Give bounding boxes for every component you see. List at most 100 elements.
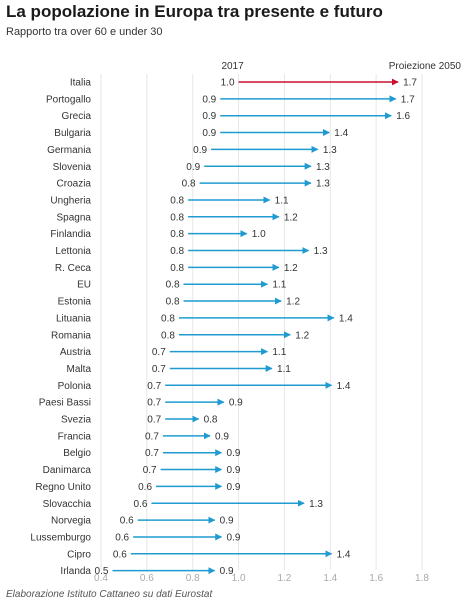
country-label: Regno Unito [35,482,91,493]
end-value-label: 0.9 [227,482,241,493]
country-label: Croazia [57,179,92,190]
row-croazia: Croazia 0.8 1.3 [57,179,331,190]
country-label: Polonia [58,381,92,392]
x-tick-label: 1.8 [415,573,429,584]
country-label: Estonia [58,297,92,308]
end-value-label: 0.9 [215,431,229,442]
chart-subtitle: Rapporto tra over 60 e under 30 [6,26,163,38]
end-value-label: 0.9 [220,516,234,527]
start-value-label: 0.8 [161,330,175,341]
row-belgio: Belgio 0.7 0.9 [63,448,241,459]
start-value-label: 0.8 [166,297,180,308]
start-value-label: 0.9 [202,128,216,139]
row-ungheria: Ungheria 0.8 1.1 [50,195,289,206]
country-label: Francia [58,431,92,442]
series-label-start: 2017 [221,61,244,72]
chart-rows: Italia 1.0 1.7 Portogallo 0.9 1.7 Grecia 0.9 1.6… [30,78,417,578]
start-value-label: 0.7 [147,381,161,392]
series-label-end: Proiezione 2050 [389,61,462,72]
start-value-label: 0.6 [115,532,129,543]
start-value-label: 0.8 [170,263,184,274]
end-value-label: 1.1 [277,364,291,375]
country-label: Slovacchia [43,499,92,510]
row-lituania: Lituania 0.8 1.4 [56,313,353,324]
x-tick-label: 1.4 [323,573,337,584]
row-spagna: Spagna 0.8 1.2 [57,212,299,223]
end-value-label: 1.1 [272,347,286,358]
row-slovenia: Slovenia 0.9 1.3 [53,162,331,173]
country-label: Bulgaria [54,128,91,139]
end-value-label: 1.3 [309,499,323,510]
row-austria: Austria 0.7 1.1 [60,347,287,358]
row-francia: Francia 0.7 0.9 [58,431,230,442]
country-label: Lettonia [55,246,91,257]
end-value-label: 1.1 [272,280,286,291]
start-value-label: 0.6 [134,499,148,510]
start-value-label: 0.8 [170,229,184,240]
start-value-label: 0.8 [166,280,180,291]
country-label: Germania [47,145,91,156]
country-label: Norvegia [51,516,91,527]
start-value-label: 0.7 [145,431,159,442]
country-label: Finlandia [50,229,91,240]
end-value-label: 1.4 [334,128,348,139]
start-value-label: 0.9 [186,162,200,173]
end-value-label: 1.3 [316,179,330,190]
country-label: Spagna [57,212,92,223]
country-label: Cipro [67,549,91,560]
x-tick-label: 0.8 [186,573,200,584]
chart-title: La popolazione in Europa tra presente e … [6,2,383,21]
row-grecia: Grecia 0.9 1.6 [62,111,411,122]
country-label: R. Ceca [55,263,92,274]
x-tick-label: 1.6 [369,573,383,584]
end-value-label: 0.9 [220,566,234,577]
country-label: EU [77,280,91,291]
start-value-label: 0.9 [202,94,216,105]
end-value-label: 1.0 [252,229,266,240]
gridlines [100,74,423,570]
row-paesi-bassi: Paesi Bassi 0.7 0.9 [39,398,243,409]
row-italia: Italia 1.0 1.7 [70,78,418,89]
end-value-label: 1.4 [339,313,353,324]
country-label: Austria [60,347,92,358]
row-romania: Romania 0.8 1.2 [51,330,310,341]
end-value-label: 1.2 [295,330,309,341]
row-regno-unito: Regno Unito 0.6 0.9 [35,482,240,493]
row-estonia: Estonia 0.8 1.2 [58,297,301,308]
country-label: Paesi Bassi [39,398,91,409]
country-label: Ungheria [50,195,91,206]
row-eu: EU 0.8 1.1 [77,280,287,291]
end-value-label: 1.3 [323,145,337,156]
end-value-label: 1.6 [396,111,410,122]
end-value-label: 0.8 [204,415,218,426]
country-label: Slovenia [53,162,92,173]
start-value-label: 0.8 [170,212,184,223]
end-value-label: 1.3 [316,162,330,173]
country-label: Lituania [56,313,91,324]
start-value-label: 0.6 [138,482,152,493]
row-finlandia: Finlandia 0.8 1.0 [50,229,266,240]
start-value-label: 0.8 [161,313,175,324]
start-value-label: 0.9 [202,111,216,122]
x-tick-label: 0.6 [140,573,154,584]
row-polonia: Polonia 0.7 1.4 [58,381,351,392]
country-label: Portogallo [46,94,91,105]
start-value-label: 0.6 [113,549,127,560]
start-value-label: 0.5 [95,566,109,577]
start-value-label: 0.7 [152,347,166,358]
country-label: Belgio [63,448,91,459]
source-note: Elaborazione Istituto Cattaneo su dati E… [6,589,213,600]
end-value-label: 1.2 [284,212,298,223]
start-value-label: 0.6 [120,516,134,527]
end-value-label: 1.2 [286,297,300,308]
row-lettonia: Lettonia 0.8 1.3 [55,246,328,257]
end-value-label: 1.1 [275,195,289,206]
start-value-label: 0.9 [193,145,207,156]
row-malta: Malta 0.7 1.1 [67,364,292,375]
country-label: Italia [70,78,92,89]
row-germania: Germania 0.9 1.3 [47,145,337,156]
country-label: Romania [51,330,91,341]
row-norvegia: Norvegia 0.6 0.9 [51,516,234,527]
end-value-label: 1.2 [284,263,298,274]
